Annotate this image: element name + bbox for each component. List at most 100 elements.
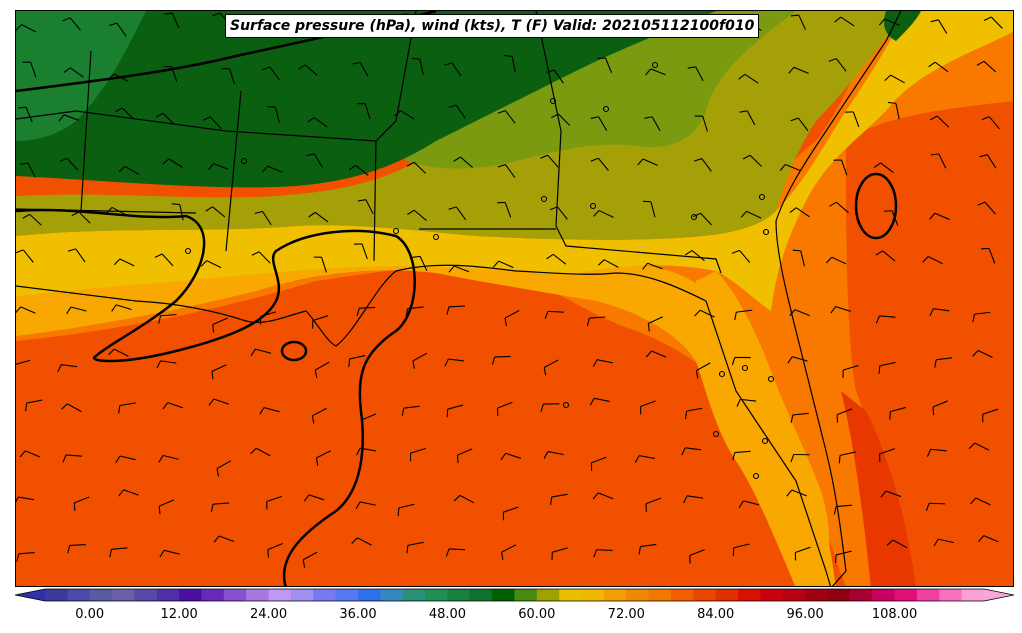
wind-barb: [929, 308, 950, 317]
wind-barb: [73, 496, 90, 511]
calm-wind-marker: [392, 227, 400, 235]
wind-barb: [732, 450, 751, 461]
wind-barb: [540, 403, 560, 412]
colorbar-segment: [290, 589, 314, 601]
wind-barb: [446, 404, 464, 418]
wind-barb: [644, 116, 661, 131]
wind-barb: [983, 16, 1003, 29]
wind-barb: [298, 64, 318, 76]
wind-barb: [16, 249, 34, 263]
colorbar-tick-label: 0.00: [75, 607, 105, 622]
wind-barb: [444, 62, 462, 77]
wind-barb: [501, 544, 517, 561]
wind-barb: [213, 535, 235, 543]
calm-wind-marker: [758, 193, 766, 201]
wind-barb: [543, 359, 559, 376]
colorbar-segment: [961, 589, 985, 601]
wind-barb: [59, 157, 79, 171]
wind-barb: [681, 447, 702, 456]
fill-florida: [696, 271, 830, 586]
wind-barb: [884, 74, 905, 84]
wind-barb: [933, 538, 954, 547]
wind-barb: [544, 310, 564, 320]
fill-olive: [396, 11, 796, 169]
calm-wind-marker: [589, 202, 597, 210]
wind-barb: [259, 407, 280, 415]
wind-barb: [497, 201, 512, 218]
wind-barb: [302, 551, 318, 568]
wind-barb: [981, 116, 1000, 130]
colorbar-segment: [358, 589, 381, 601]
colorbar-tick-label: 108.00: [871, 607, 918, 622]
wind-barb: [67, 544, 86, 554]
wind-barb: [409, 447, 427, 462]
colorbar-segment: [536, 589, 560, 601]
wind-barb: [216, 460, 232, 477]
colorbar-segment: [805, 589, 829, 601]
colorbar-segment: [738, 589, 762, 601]
wind-barb: [210, 502, 230, 513]
colorbar-segment: [246, 589, 270, 601]
wind-barb: [348, 164, 369, 176]
wind-barb: [546, 253, 567, 265]
wind-barb: [543, 451, 564, 459]
wind-barb: [306, 153, 323, 168]
wind-barb: [930, 153, 947, 169]
fill-dark-green: [16, 11, 716, 188]
wind-barb: [738, 73, 759, 84]
colorbar-segment: [626, 589, 650, 601]
wind-barb: [685, 250, 705, 262]
wind-barb: [62, 17, 81, 31]
wind-barb: [401, 405, 420, 417]
wind-barb: [448, 265, 470, 273]
colorbar-tick-label: 12.00: [160, 607, 198, 622]
wind-barb: [207, 163, 229, 171]
wind-barb: [114, 107, 135, 120]
colorbar-segment: [760, 589, 784, 601]
colorbar-segment: [313, 589, 337, 601]
colorbar-segment: [134, 589, 158, 601]
wind-barb: [836, 408, 853, 423]
wind-barb: [683, 495, 704, 504]
wind-barb: [16, 551, 35, 562]
wind-barb: [58, 114, 80, 122]
wind-barb: [445, 548, 466, 557]
state-borders: [16, 11, 722, 274]
wind-barb: [884, 210, 899, 226]
wind-barb: [598, 259, 619, 268]
wind-barb: [406, 541, 424, 554]
wind-barb: [878, 18, 900, 26]
wind-barb: [162, 158, 183, 168]
wind-barb: [794, 546, 811, 561]
fill-red-gulf: [16, 307, 459, 586]
wind-barb: [787, 356, 808, 364]
wind-barb: [105, 206, 127, 216]
calm-wind-marker: [240, 157, 248, 165]
wind-barb: [589, 397, 610, 406]
wind-barb: [970, 497, 991, 506]
colorbar-tick-label: 96.00: [786, 607, 824, 622]
wind-barb: [352, 61, 369, 77]
wind-barb: [540, 154, 559, 168]
wind-barb: [979, 154, 997, 169]
wind-barb: [353, 243, 368, 260]
wind-barb: [497, 110, 516, 124]
wind-barb: [786, 489, 807, 497]
wind-barb: [637, 158, 658, 166]
calm-wind-marker: [432, 233, 440, 241]
colorbar-segment: [112, 589, 136, 601]
colorbar-segment: [559, 589, 583, 601]
wind-barb: [113, 258, 135, 267]
wind-barb: [221, 68, 236, 85]
wind-barb: [71, 211, 91, 224]
wind-barb: [22, 213, 42, 226]
wind-barb: [266, 495, 283, 510]
wind-barb: [929, 115, 950, 128]
wind-barb: [158, 314, 177, 324]
fill-dark-green-ne: [884, 11, 921, 41]
wind-barb: [108, 73, 129, 82]
wind-barb: [873, 162, 894, 173]
calm-wind-marker: [651, 61, 659, 69]
wind-barb: [889, 406, 906, 420]
fill-red-gulfstream: [841, 391, 916, 586]
